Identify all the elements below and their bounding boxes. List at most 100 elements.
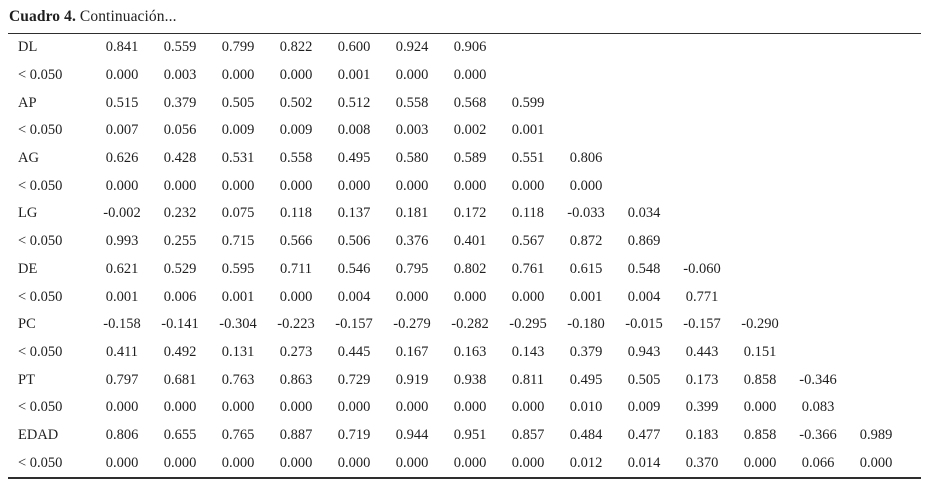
value-cell: 0.615 xyxy=(569,260,603,277)
empty-cell xyxy=(905,200,921,228)
value-cell: 0.232 xyxy=(163,205,197,222)
empty-cell xyxy=(731,117,789,145)
empty-cell xyxy=(673,145,731,173)
value-cell: 0.000 xyxy=(453,177,487,194)
empty-cell xyxy=(557,117,615,145)
empty-cell xyxy=(673,228,731,256)
value-cell: 0.495 xyxy=(337,150,371,167)
value-cell: 0.056 xyxy=(163,122,197,139)
table-row: DE 0.621 0.529 0.595 0.711 0.546 0.795 0.802 0.7… xyxy=(8,256,921,284)
empty-cell xyxy=(789,283,847,311)
value-cell: -0.158 xyxy=(103,316,141,333)
value-cell: 0.993 xyxy=(105,233,139,250)
empty-cell xyxy=(731,145,789,173)
value-cell: 0.000 xyxy=(511,177,545,194)
value-cell: 0.595 xyxy=(221,260,255,277)
row-label: < 0.050 xyxy=(18,343,63,360)
empty-cell xyxy=(731,200,789,228)
value-cell: -0.279 xyxy=(393,316,431,333)
empty-cell xyxy=(847,89,905,117)
value-cell: 0.515 xyxy=(105,94,139,111)
table-row: < 0.050 0.000 0.000 0.000 0.000 0.000 0.000 0.0… xyxy=(8,172,921,200)
empty-cell xyxy=(905,366,921,394)
table-caption-text: Continuación... xyxy=(75,8,177,25)
value-cell: 0.580 xyxy=(395,150,429,167)
value-cell: 0.379 xyxy=(569,343,603,360)
row-label: LG xyxy=(18,205,38,222)
value-cell: 0.512 xyxy=(337,94,371,111)
empty-cell xyxy=(905,89,921,117)
value-cell: 0.566 xyxy=(279,233,313,250)
value-cell: 0.000 xyxy=(279,454,313,471)
empty-cell xyxy=(905,228,921,256)
value-cell: 0.872 xyxy=(569,233,603,250)
row-label: AP xyxy=(18,94,37,111)
empty-cell xyxy=(847,200,905,228)
value-cell: 0.484 xyxy=(569,426,603,443)
value-cell: -0.180 xyxy=(567,316,605,333)
empty-cell xyxy=(615,34,673,62)
row-label: PT xyxy=(18,371,35,388)
value-cell: 0.411 xyxy=(105,343,139,360)
value-cell: 0.000 xyxy=(337,177,371,194)
empty-cell xyxy=(847,62,905,90)
value-cell: 0.568 xyxy=(453,94,487,111)
value-cell: 0.000 xyxy=(105,454,139,471)
empty-cell xyxy=(847,34,905,62)
value-cell: -0.141 xyxy=(161,316,199,333)
empty-cell xyxy=(557,34,615,62)
empty-cell xyxy=(731,172,789,200)
value-cell: 0.172 xyxy=(453,205,487,222)
value-cell: 0.012 xyxy=(569,454,603,471)
value-cell: 0.000 xyxy=(105,67,139,84)
value-cell: 0.944 xyxy=(395,426,429,443)
value-cell: 0.000 xyxy=(105,399,139,416)
value-cell: 0.558 xyxy=(279,150,313,167)
value-cell: -0.033 xyxy=(567,205,605,222)
value-cell: 0.173 xyxy=(685,371,719,388)
value-cell: 0.255 xyxy=(163,233,197,250)
value-cell: 0.000 xyxy=(743,399,777,416)
value-cell: 0.010 xyxy=(569,399,603,416)
value-cell: 0.167 xyxy=(395,343,429,360)
empty-cell xyxy=(731,89,789,117)
empty-cell xyxy=(789,62,847,90)
value-cell: 0.000 xyxy=(511,454,545,471)
value-cell: -0.366 xyxy=(799,426,837,443)
value-cell: 0.118 xyxy=(511,205,545,222)
value-cell: 0.655 xyxy=(163,426,197,443)
empty-cell xyxy=(905,449,921,478)
empty-cell xyxy=(731,228,789,256)
value-cell: 0.000 xyxy=(279,177,313,194)
value-cell: 0.000 xyxy=(221,454,255,471)
value-cell: 0.001 xyxy=(337,67,371,84)
value-cell: 0.887 xyxy=(279,426,313,443)
empty-cell xyxy=(731,62,789,90)
value-cell: 0.502 xyxy=(279,94,313,111)
row-label: < 0.050 xyxy=(18,399,63,416)
empty-cell xyxy=(615,62,673,90)
table-row: AP 0.515 0.379 0.505 0.502 0.512 0.558 0.568 0.5… xyxy=(8,89,921,117)
value-cell: 0.000 xyxy=(569,177,603,194)
value-cell: 0.399 xyxy=(685,399,719,416)
value-cell: 0.000 xyxy=(163,454,197,471)
empty-cell xyxy=(905,34,921,62)
empty-cell xyxy=(905,311,921,339)
table-row: < 0.050 0.000 0.000 0.000 0.000 0.000 0.000 0.0… xyxy=(8,449,921,478)
value-cell: 0.495 xyxy=(569,371,603,388)
empty-cell xyxy=(673,172,731,200)
value-cell: -0.346 xyxy=(799,371,837,388)
table-row: PC -0.158 -0.141 -0.304 -0.223 -0.157 -0.279 -0… xyxy=(8,311,921,339)
value-cell: 0.075 xyxy=(221,205,255,222)
value-cell: 0.000 xyxy=(279,67,313,84)
correlation-table: DL 0.841 0.559 0.799 0.822 0.600 0.924 0.906 < 0… xyxy=(8,33,921,479)
row-label: < 0.050 xyxy=(18,233,63,250)
value-cell: 0.000 xyxy=(453,67,487,84)
value-cell: 0.007 xyxy=(105,122,139,139)
value-cell: 0.806 xyxy=(569,150,603,167)
table-caption-number: Cuadro 4. xyxy=(9,8,76,25)
value-cell: 0.857 xyxy=(511,426,545,443)
row-label: PC xyxy=(18,316,36,333)
table-row: < 0.050 0.000 0.000 0.000 0.000 0.000 0.000 0.0… xyxy=(8,394,921,422)
